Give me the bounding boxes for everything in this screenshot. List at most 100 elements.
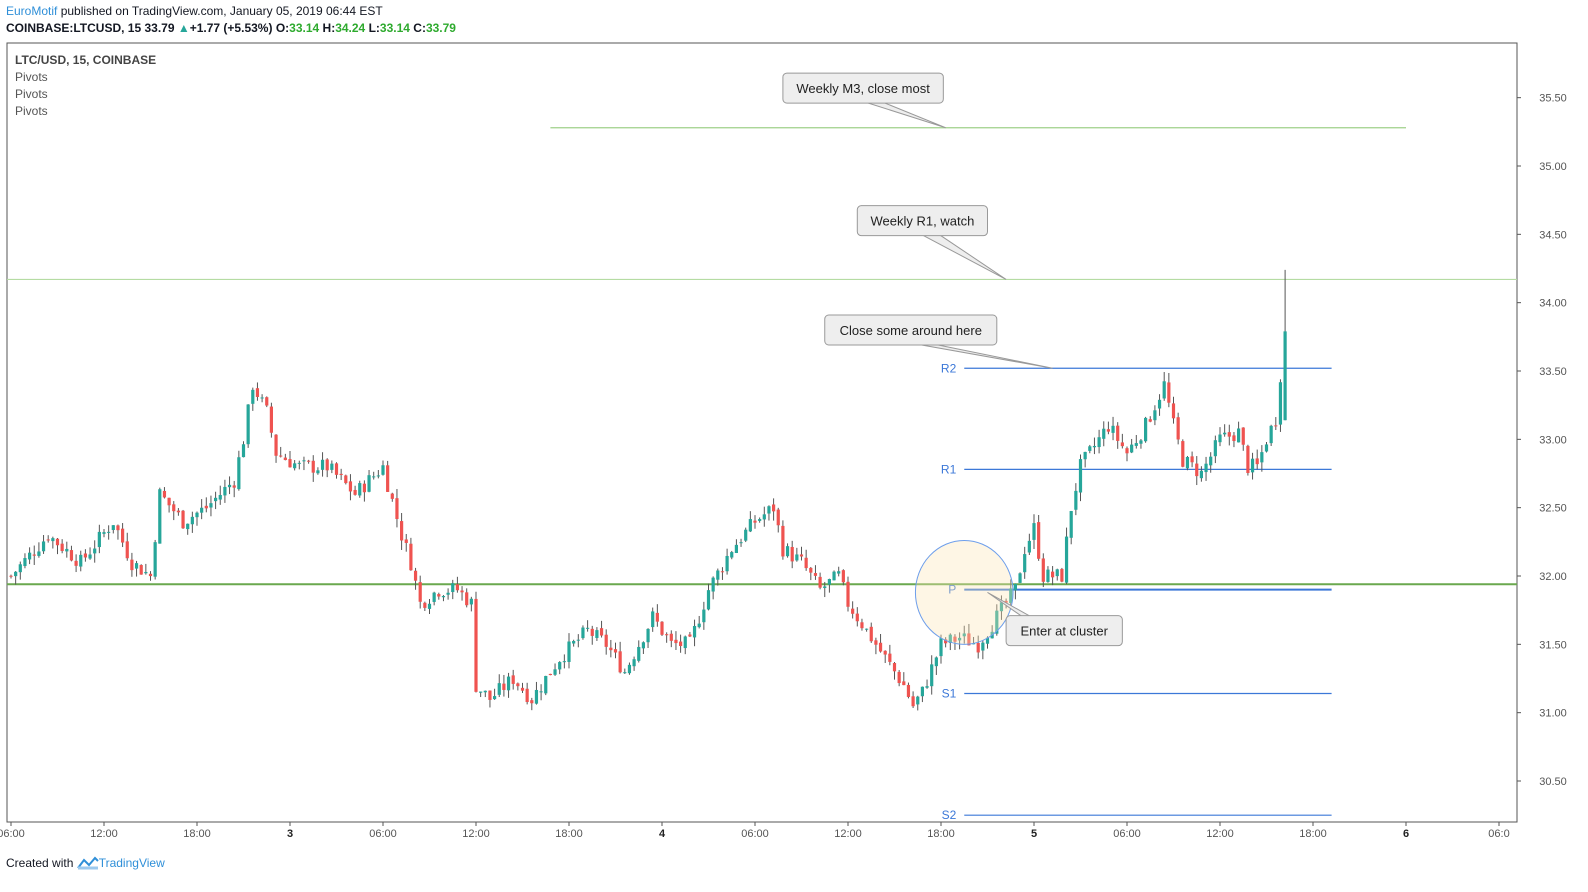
candle[interactable] bbox=[711, 576, 715, 600]
candle[interactable] bbox=[641, 641, 645, 654]
candle[interactable] bbox=[981, 640, 985, 660]
candle[interactable] bbox=[999, 595, 1004, 620]
candle[interactable] bbox=[218, 485, 222, 505]
candle[interactable] bbox=[237, 450, 241, 491]
candle[interactable] bbox=[865, 628, 869, 632]
candle[interactable] bbox=[14, 571, 18, 585]
candle[interactable] bbox=[776, 507, 780, 533]
candle[interactable] bbox=[683, 635, 687, 655]
candle[interactable] bbox=[367, 470, 371, 493]
candle[interactable] bbox=[511, 669, 515, 690]
candle[interactable] bbox=[1051, 566, 1055, 586]
candle[interactable] bbox=[1255, 449, 1259, 470]
candle[interactable] bbox=[116, 524, 120, 540]
candle[interactable] bbox=[618, 641, 622, 674]
candle[interactable] bbox=[465, 588, 469, 608]
candle[interactable] bbox=[1237, 421, 1241, 443]
candle[interactable] bbox=[590, 625, 594, 645]
candle[interactable] bbox=[1078, 454, 1083, 502]
x-axis[interactable]: 06:00 12:00 18:00 3 06:00 12:00 18:00 4 06:00 12:… bbox=[0, 822, 1510, 840]
candle[interactable] bbox=[297, 460, 301, 470]
candle[interactable] bbox=[627, 662, 632, 675]
candle[interactable] bbox=[846, 576, 850, 612]
candle[interactable] bbox=[167, 497, 171, 513]
candle[interactable] bbox=[251, 387, 255, 411]
candle[interactable] bbox=[665, 632, 669, 643]
candle[interactable] bbox=[753, 515, 757, 529]
candle[interactable] bbox=[911, 691, 915, 709]
candle[interactable] bbox=[878, 634, 883, 653]
candle[interactable] bbox=[599, 620, 604, 638]
candle[interactable] bbox=[1060, 567, 1064, 583]
candle[interactable] bbox=[330, 460, 334, 474]
candle[interactable] bbox=[283, 453, 287, 461]
callout-weekly-m3[interactable]: Weekly M3, close most bbox=[782, 72, 946, 129]
candle[interactable] bbox=[744, 527, 748, 543]
candle[interactable] bbox=[920, 686, 924, 703]
candle[interactable] bbox=[409, 537, 413, 571]
candle[interactable] bbox=[948, 633, 952, 651]
candle[interactable] bbox=[790, 540, 794, 569]
candle[interactable] bbox=[702, 601, 706, 630]
candle[interactable] bbox=[874, 637, 878, 655]
candle[interactable] bbox=[362, 480, 366, 502]
candle[interactable] bbox=[534, 681, 539, 705]
candle[interactable] bbox=[125, 532, 129, 561]
candle[interactable] bbox=[181, 509, 185, 529]
candle[interactable] bbox=[725, 548, 729, 575]
candle[interactable] bbox=[837, 566, 841, 577]
candle[interactable] bbox=[1023, 546, 1027, 579]
candle[interactable] bbox=[176, 508, 180, 516]
candle[interactable] bbox=[386, 460, 390, 492]
candle[interactable] bbox=[785, 543, 790, 558]
candle[interactable] bbox=[1106, 421, 1110, 435]
candle[interactable] bbox=[813, 565, 818, 580]
candle[interactable] bbox=[1171, 396, 1176, 424]
candle[interactable] bbox=[162, 487, 167, 499]
author-link[interactable]: EuroMotif bbox=[6, 4, 58, 18]
callout-weekly-r1[interactable]: Weekly R1, watch bbox=[856, 205, 1007, 280]
candle[interactable] bbox=[418, 575, 422, 609]
candle[interactable] bbox=[111, 525, 115, 534]
candle[interactable] bbox=[437, 592, 441, 600]
candle[interactable] bbox=[55, 537, 60, 555]
candle[interactable] bbox=[488, 690, 492, 708]
candle[interactable] bbox=[423, 601, 427, 612]
candle[interactable] bbox=[860, 618, 864, 631]
candle[interactable] bbox=[204, 497, 208, 513]
candle[interactable] bbox=[1032, 514, 1036, 550]
legend-indicator[interactable]: Pivots bbox=[15, 70, 48, 84]
candle[interactable] bbox=[316, 467, 320, 475]
legend-indicator[interactable]: Pivots bbox=[15, 87, 48, 101]
candle[interactable] bbox=[720, 567, 725, 580]
candle[interactable] bbox=[455, 576, 459, 593]
candle[interactable] bbox=[1041, 553, 1045, 588]
candle[interactable] bbox=[739, 538, 743, 547]
candle[interactable] bbox=[1046, 566, 1050, 583]
candle[interactable] bbox=[441, 595, 446, 602]
candle[interactable] bbox=[586, 620, 590, 632]
candle[interactable] bbox=[934, 656, 938, 675]
candle[interactable] bbox=[158, 487, 162, 544]
candle[interactable] bbox=[1241, 427, 1245, 451]
candle[interactable] bbox=[1064, 527, 1069, 585]
candle[interactable] bbox=[1218, 427, 1222, 447]
candle[interactable] bbox=[888, 644, 892, 666]
candle[interactable] bbox=[51, 536, 55, 549]
candle[interactable] bbox=[697, 615, 701, 629]
candle[interactable] bbox=[1088, 444, 1092, 454]
candle[interactable] bbox=[404, 533, 408, 552]
candle[interactable] bbox=[148, 571, 153, 581]
candle[interactable] bbox=[1246, 444, 1250, 476]
candle[interactable] bbox=[288, 450, 292, 468]
candle[interactable] bbox=[669, 630, 673, 648]
candle[interactable] bbox=[1074, 483, 1078, 516]
candle[interactable] bbox=[200, 499, 204, 520]
candle[interactable] bbox=[279, 446, 283, 458]
candle[interactable] bbox=[906, 682, 911, 699]
candle[interactable] bbox=[209, 495, 213, 517]
candle[interactable] bbox=[1153, 405, 1157, 426]
candle[interactable] bbox=[376, 469, 380, 479]
candle[interactable] bbox=[1144, 416, 1148, 443]
candle[interactable] bbox=[260, 394, 264, 403]
